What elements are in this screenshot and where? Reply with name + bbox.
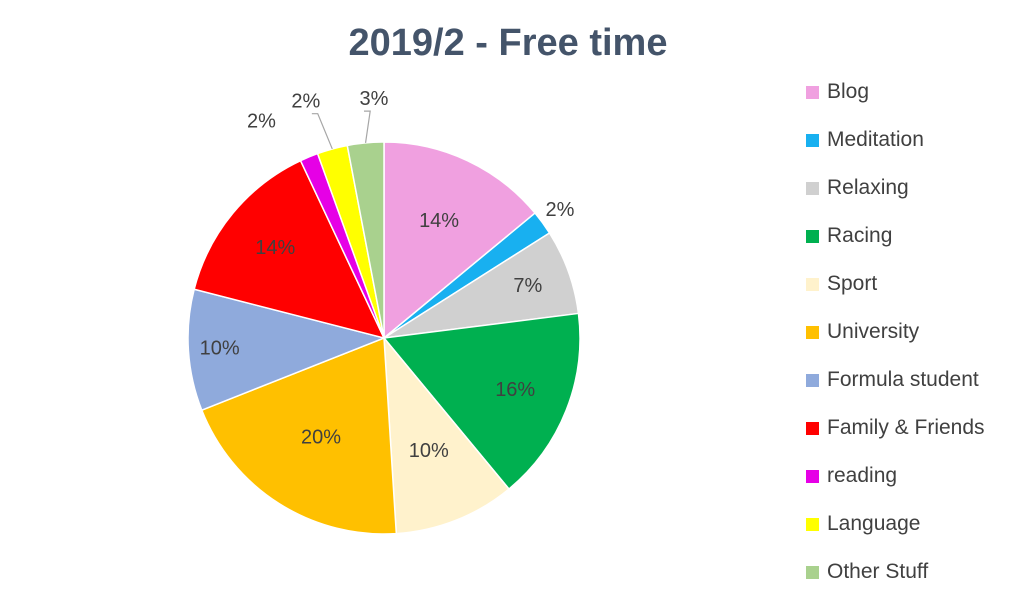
legend-item: Family & Friends <box>806 404 985 452</box>
leader-line <box>311 113 333 150</box>
legend-item: Blog <box>806 68 985 116</box>
pie-slice-blog <box>383 141 537 340</box>
legend-swatch <box>806 229 819 243</box>
legend-swatch <box>806 517 819 531</box>
data-label: 10% <box>409 440 449 462</box>
legend-item: Other Stuff <box>806 548 985 596</box>
legend-label: Relaxing <box>827 176 909 199</box>
leader-line <box>363 110 371 143</box>
data-label: 10% <box>200 337 240 359</box>
legend-swatch <box>806 133 819 147</box>
legend-item: University <box>806 308 985 356</box>
legend: Blog Meditation Relaxing Racing Sport Univers… <box>806 68 985 596</box>
pie-slice-university <box>200 336 398 535</box>
legend-label: Meditation <box>827 128 924 151</box>
pie-slice-racing <box>382 312 581 491</box>
legend-swatch <box>806 565 819 579</box>
data-label: 14% <box>255 237 295 259</box>
legend-label: Blog <box>827 80 870 103</box>
legend-label: Sport <box>827 272 878 295</box>
legend-label: reading <box>827 464 898 487</box>
data-label: 2% <box>291 91 320 113</box>
data-label: 2% <box>546 199 575 221</box>
legend-swatch <box>806 325 819 339</box>
data-label: 14% <box>419 210 459 232</box>
chart-title: 2019/2 - Free time <box>348 22 668 64</box>
legend-swatch <box>806 85 819 99</box>
legend-label: Racing <box>827 224 893 247</box>
pie-slice-sport <box>383 335 510 535</box>
legend-label: University <box>827 320 920 343</box>
legend-label: Language <box>827 512 921 535</box>
data-label: 20% <box>301 426 341 448</box>
data-label: 2% <box>247 110 276 132</box>
legend-item: Language <box>806 500 985 548</box>
legend-item: Meditation <box>806 116 985 164</box>
legend-item: Formula student <box>806 356 985 404</box>
legend-swatch <box>806 277 819 291</box>
legend-item: Sport <box>806 260 985 308</box>
data-label: 16% <box>495 379 535 401</box>
data-label: 7% <box>513 275 542 297</box>
legend-swatch <box>806 469 819 483</box>
legend-label: Family & Friends <box>827 416 985 439</box>
pie-slice-family-friends <box>193 159 386 340</box>
legend-label: Other Stuff <box>827 560 929 583</box>
pie-chart: 14% 2% 7% 16% 10% 20% 10% 14% 2% 2% 3% <box>187 88 581 535</box>
legend-swatch <box>806 421 819 435</box>
legend-item: Racing <box>806 212 985 260</box>
legend-swatch <box>806 181 819 195</box>
pie-slice-other-stuff <box>346 141 385 339</box>
legend-label: Formula student <box>827 368 979 391</box>
pie-slice-formula-student <box>187 288 387 412</box>
legend-swatch <box>806 373 819 387</box>
data-label: 3% <box>360 88 389 110</box>
legend-item: reading <box>806 452 985 500</box>
legend-item: Relaxing <box>806 164 985 212</box>
